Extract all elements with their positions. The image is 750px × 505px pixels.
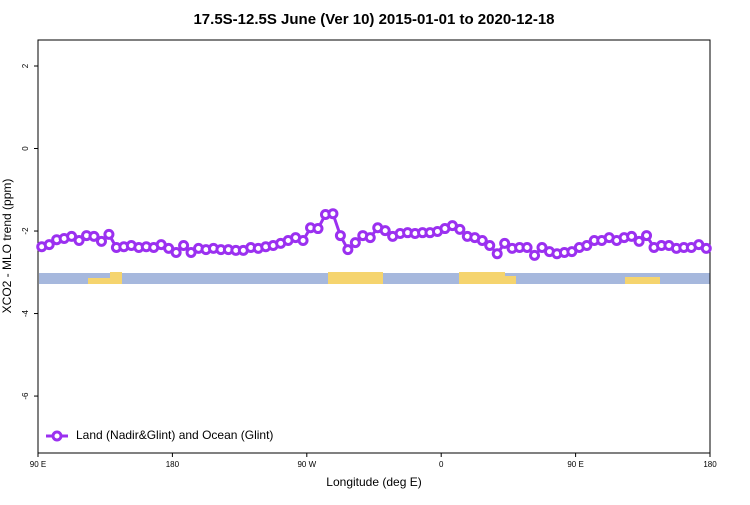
x-tick-label: 90 W [297,460,316,469]
data-point [43,239,55,251]
x-tick-label: 180 [703,460,717,469]
data-point [529,249,541,261]
x-tick-label: 90 E [567,460,583,469]
data-point [73,235,85,247]
data-point [170,246,182,258]
legend-marker [51,430,63,442]
data-point [178,239,190,251]
data-point [327,208,339,220]
data-point [641,230,653,242]
data-point [499,237,511,249]
data-point [626,230,638,242]
x-tick-label: 180 [166,460,180,469]
x-tick-label: 90 E [30,460,46,469]
data-point [312,223,324,235]
data-point [349,237,361,249]
land-band [88,278,110,284]
data-point [297,235,309,247]
data-point [379,225,391,237]
data-point [364,232,376,244]
data-point [103,228,115,240]
y-axis-label: XCO2 - MLO trend (ppm) [0,179,14,314]
data-point [491,248,503,260]
x-tick-label: 0 [439,460,444,469]
data-point [581,239,593,251]
data-point [334,230,346,242]
land-band [505,276,516,284]
land-band [328,272,383,284]
y-tick-label: 2 [21,63,30,68]
y-tick-label: -4 [21,309,30,317]
data-point [633,235,645,247]
y-tick-label: -2 [21,227,30,235]
x-axis-label: Longitude (deg E) [326,475,421,489]
data-point [700,242,712,254]
data-point [88,230,100,242]
land-band [110,272,122,284]
chart-title: 17.5S-12.5S June (Ver 10) 2015-01-01 to … [193,11,554,28]
data-point [484,239,496,251]
data-point [521,242,533,254]
data-point [454,223,466,235]
data-point [95,235,107,247]
land-band [625,277,660,284]
y-tick-label: -6 [21,392,30,400]
y-tick-label: 0 [21,146,30,151]
land-band [459,272,505,284]
data-point [342,244,354,256]
data-point [476,235,488,247]
land-ocean-band [39,272,710,284]
legend-label: Land (Nadir&Glint) and Ocean (Glint) [76,428,273,442]
